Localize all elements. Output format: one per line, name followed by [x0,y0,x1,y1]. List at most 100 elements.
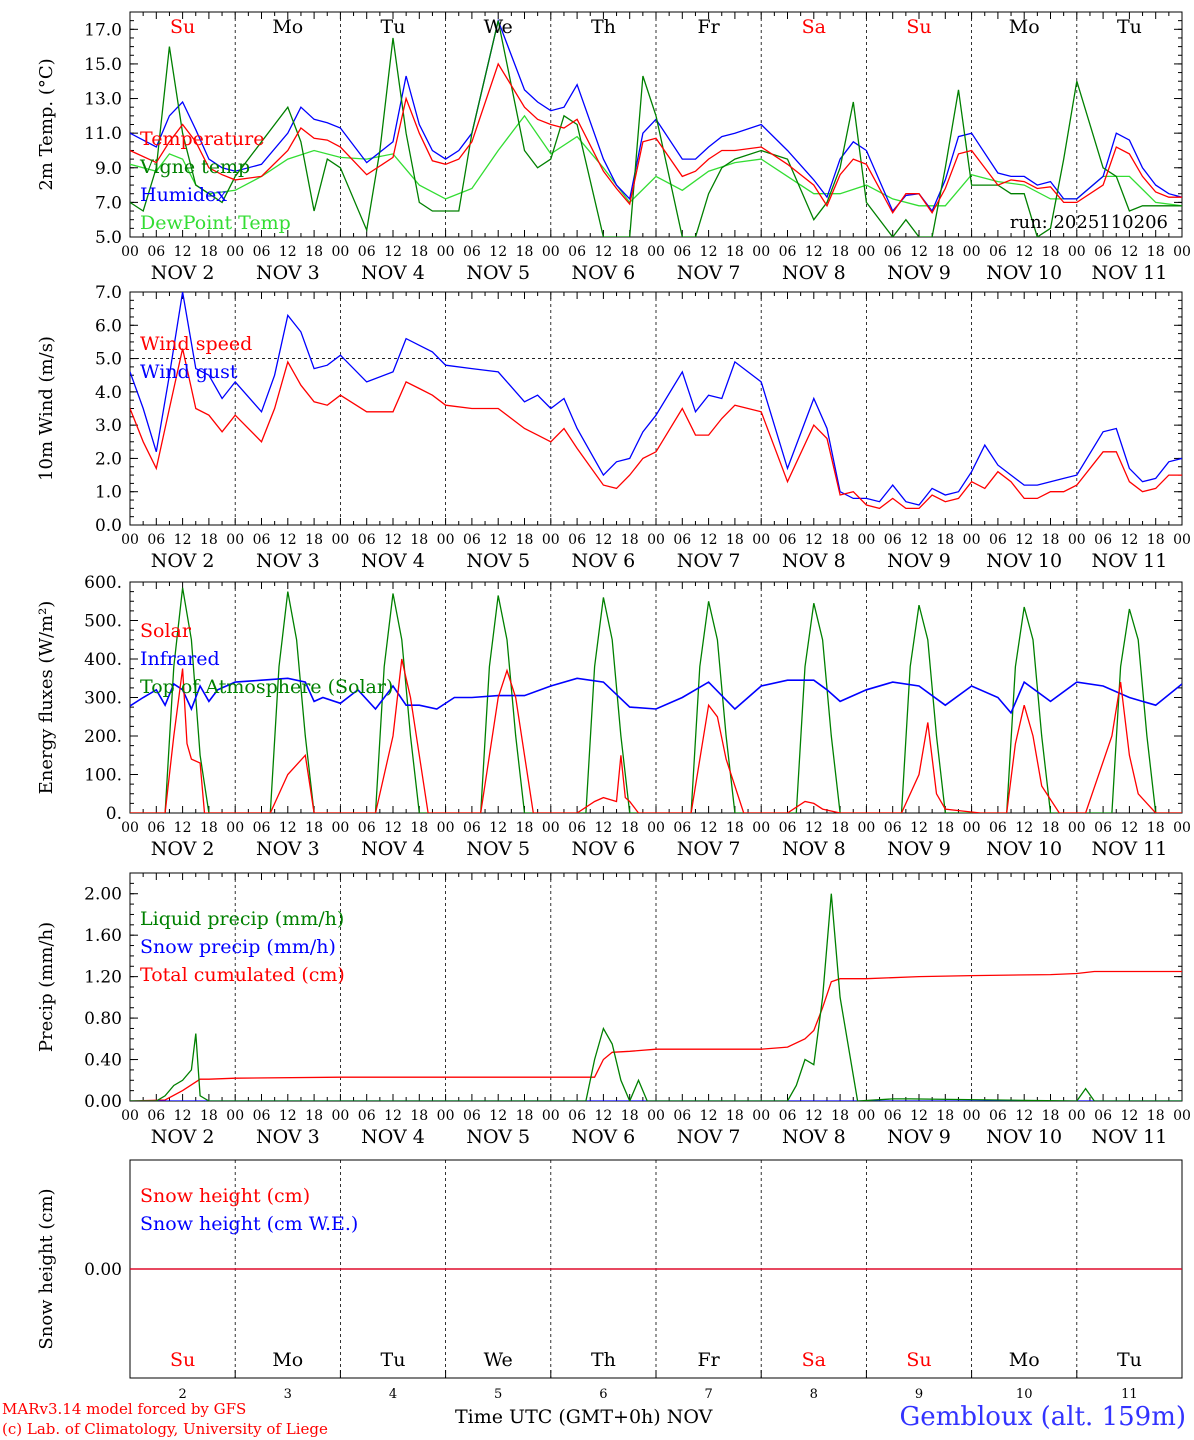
hour-tick-label: 18 [516,532,534,548]
day-name-bottom: Th [591,1349,616,1371]
day-name: Su [170,16,195,38]
date-label: NOV 6 [572,1126,636,1148]
day-name: Mo [272,16,303,38]
hour-tick-label: 06 [779,820,797,836]
hour-tick-label: 00 [331,820,349,836]
hour-tick-label: 06 [358,532,376,548]
y-tick-label: 0.00 [84,1260,122,1280]
hour-tick-label: 00 [542,244,560,260]
series-line-liquid-precip-mm-h- [130,893,1182,1101]
hour-tick-label: 18 [831,532,849,548]
date-label: NOV 9 [887,838,951,860]
day-number: 11 [1121,1387,1138,1400]
hour-tick-label: 18 [1042,1108,1060,1124]
day-name-bottom: Fr [697,1349,720,1371]
hour-tick-label: 06 [568,532,586,548]
day-number: 9 [915,1387,923,1400]
date-label: NOV 10 [986,1126,1062,1148]
hour-tick-label: 18 [831,1108,849,1124]
y-tick-label: 2.00 [84,885,122,905]
date-label: NOV 8 [782,838,846,860]
hour-tick-label: 00 [121,532,139,548]
hour-tick-label: 06 [147,1108,165,1124]
hour-tick-label: 12 [384,532,402,548]
hour-tick-label: 06 [884,1108,902,1124]
y-tick-label: 17.0 [84,20,122,40]
hour-tick-label: 18 [726,244,744,260]
hour-tick-label: 00 [647,820,665,836]
day-name-bottom: Mo [1009,1349,1040,1371]
hour-tick-label: 12 [384,820,402,836]
hour-tick-label: 00 [963,244,981,260]
day-name-bottom: Su [170,1349,195,1371]
y-tick-label: 1.60 [84,926,122,946]
hour-tick-label: 06 [463,1108,481,1124]
date-label: NOV 5 [466,262,530,284]
date-label: NOV 11 [1091,550,1167,572]
hour-tick-label: 18 [1042,244,1060,260]
hour-tick-label: 18 [936,1108,954,1124]
hour-tick-label: 18 [200,532,218,548]
date-label: NOV 4 [361,1126,425,1148]
hour-tick-label: 00 [857,244,875,260]
y-tick-label: 1.0 [95,483,122,503]
y-axis-title: Precip (mm/h) [36,922,57,1052]
hour-tick-label: 12 [489,820,507,836]
legend-entry: Infrared [140,648,220,670]
hour-tick-label: 18 [410,532,428,548]
hour-tick-label: 06 [673,244,691,260]
y-tick-label: 11.0 [84,124,122,144]
legend-entry: Liquid precip (mm/h) [140,908,344,930]
hour-tick-label: 06 [779,244,797,260]
hour-tick-label: 18 [621,532,639,548]
hour-tick-label: 06 [568,244,586,260]
date-label: NOV 7 [677,262,741,284]
hour-tick-label: 00 [857,820,875,836]
hour-tick-label: 12 [174,820,192,836]
hour-tick-label: 12 [174,532,192,548]
hour-tick-label: 18 [305,532,323,548]
day-name: Fr [697,16,720,38]
date-label: NOV 10 [986,550,1062,572]
day-number: 7 [704,1387,712,1400]
legend-entry: Humidex [140,184,227,206]
hour-tick-label: 12 [700,1108,718,1124]
day-name-bottom: Tu [381,1349,406,1371]
legend-entry: Snow height (cm W.E.) [140,1213,358,1235]
hour-tick-label: 12 [910,532,928,548]
credit-model-line: MARv3.14 model forced by GFS [2,1400,247,1418]
y-axis-title: 2m Temp. (°C) [36,58,57,190]
hour-tick-label: 06 [884,244,902,260]
hour-tick-label: 00 [542,532,560,548]
hour-tick-label: 06 [147,244,165,260]
hour-tick-label: 18 [516,244,534,260]
hour-tick-label: 12 [805,532,823,548]
day-name-bottom: Mo [272,1349,303,1371]
hour-tick-label: 00 [1068,244,1086,260]
hour-tick-label: 00 [752,244,770,260]
y-tick-label: 7.0 [95,193,122,213]
date-label: NOV 7 [677,838,741,860]
date-label: NOV 6 [572,838,636,860]
series-line-total-cumulated-cm- [130,970,1182,1101]
y-tick-label: 0.80 [84,1009,122,1029]
hour-tick-label: 00 [1173,1108,1191,1124]
hour-tick-label: 12 [174,1108,192,1124]
hour-tick-label: 06 [673,820,691,836]
hour-tick-label: 12 [594,244,612,260]
hour-tick-label: 18 [516,820,534,836]
hour-tick-label: 12 [1120,532,1138,548]
series-line-vigne-temp [130,20,1182,237]
legend-entry: Wind speed [140,333,252,355]
day-name: Tu [381,16,406,38]
hour-tick-label: 06 [989,820,1007,836]
hour-tick-label: 00 [857,1108,875,1124]
hour-tick-label: 00 [963,532,981,548]
hour-tick-label: 00 [542,1108,560,1124]
hour-tick-label: 18 [831,820,849,836]
hour-tick-label: 06 [358,820,376,836]
legend-entry: Solar [140,620,192,642]
date-label: NOV 7 [677,1126,741,1148]
hour-tick-label: 06 [1094,244,1112,260]
day-name: Su [906,16,931,38]
